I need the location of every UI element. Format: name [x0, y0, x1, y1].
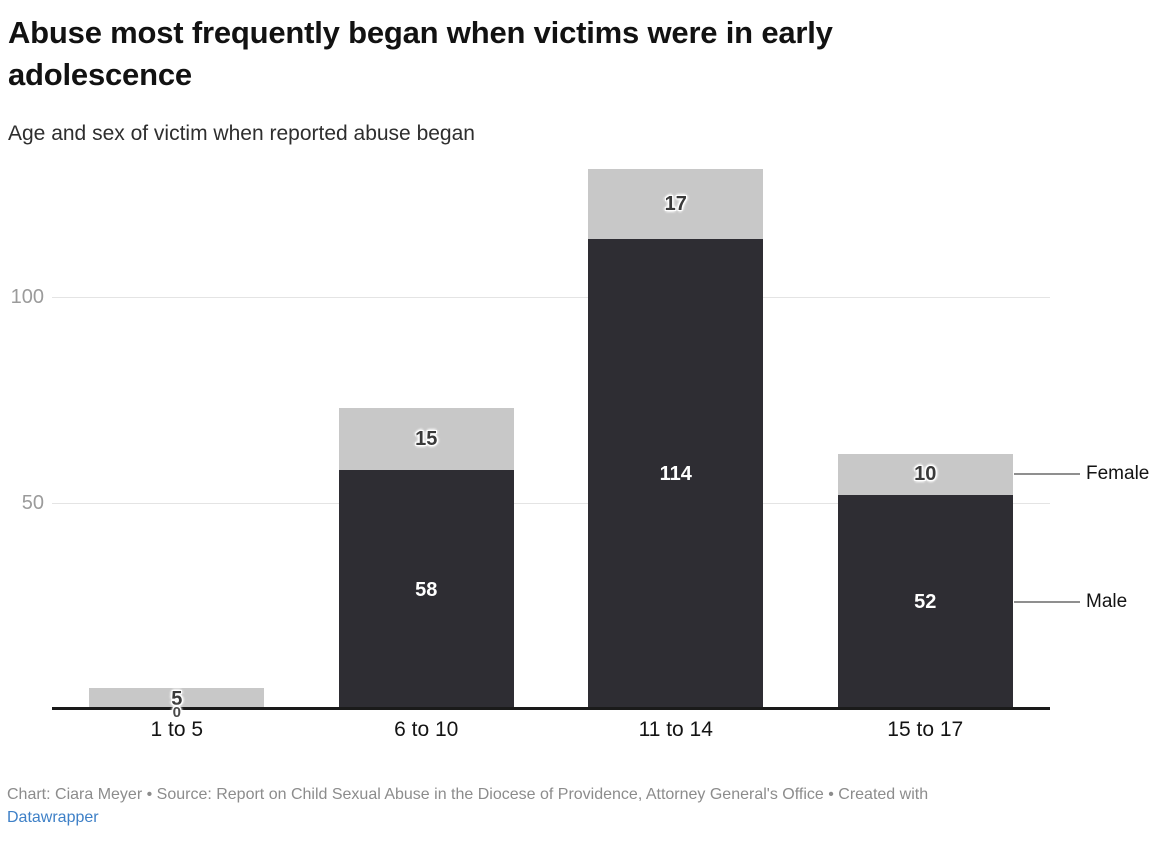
bar-segment-female-1-to-5[interactable]: [89, 688, 265, 709]
bar-segment-female-15-to-17[interactable]: [837, 453, 1013, 495]
bar-segment-female-11-to-14[interactable]: [588, 169, 764, 240]
x-axis-category-label: 1 to 5: [150, 718, 204, 741]
legend-label-female: Female: [1086, 463, 1150, 485]
bar-segment-male-15-to-17[interactable]: [837, 494, 1013, 709]
bar-segment-female-6-to-10[interactable]: [338, 408, 514, 471]
gridline-50: [52, 503, 1050, 504]
chart-credit: Chart: Ciara Meyer • Source: Report on C…: [7, 786, 929, 803]
legend-line-male: [1014, 600, 1080, 603]
datawrapper-link[interactable]: Datawrapper: [7, 809, 99, 826]
bar-segment-male-6-to-10[interactable]: [338, 470, 514, 709]
value-label-male-15-to-17: 52: [914, 590, 937, 613]
value-label-male-11-to-14: 114: [659, 463, 692, 486]
value-label-male-6-to-10: 58: [415, 578, 438, 601]
y-axis-tick-label: 100: [10, 286, 44, 308]
value-label-female-15-to-17: 10: [914, 463, 937, 486]
chart-footer: Chart: Ciara Meyer • Source: Report on C…: [7, 783, 1147, 829]
value-label-female-11-to-14: 17: [664, 193, 687, 216]
legend-label-male: Male: [1086, 590, 1128, 612]
chart-header: Abuse most frequently began when victims…: [8, 12, 948, 147]
bar-segment-male-11-to-14[interactable]: [588, 239, 764, 709]
value-label-female-1-to-5: 5: [171, 687, 183, 710]
legend-line-female: [1014, 473, 1080, 476]
value-label-female-6-to-10: 15: [415, 428, 438, 451]
x-axis-category-label: 6 to 10: [394, 718, 459, 741]
x-axis-category-label: 11 to 14: [638, 718, 713, 741]
value-label-male-1-to-5: 0: [172, 704, 181, 721]
gridline-100: [52, 297, 1050, 298]
y-axis-tick-label: 50: [21, 492, 44, 514]
x-axis-line: [52, 707, 1050, 710]
chart-subtitle: Age and sex of victim when reported abus…: [8, 122, 475, 145]
x-axis-category-label: 15 to 17: [887, 718, 964, 741]
chart-title: Abuse most frequently began when victims…: [8, 15, 833, 92]
